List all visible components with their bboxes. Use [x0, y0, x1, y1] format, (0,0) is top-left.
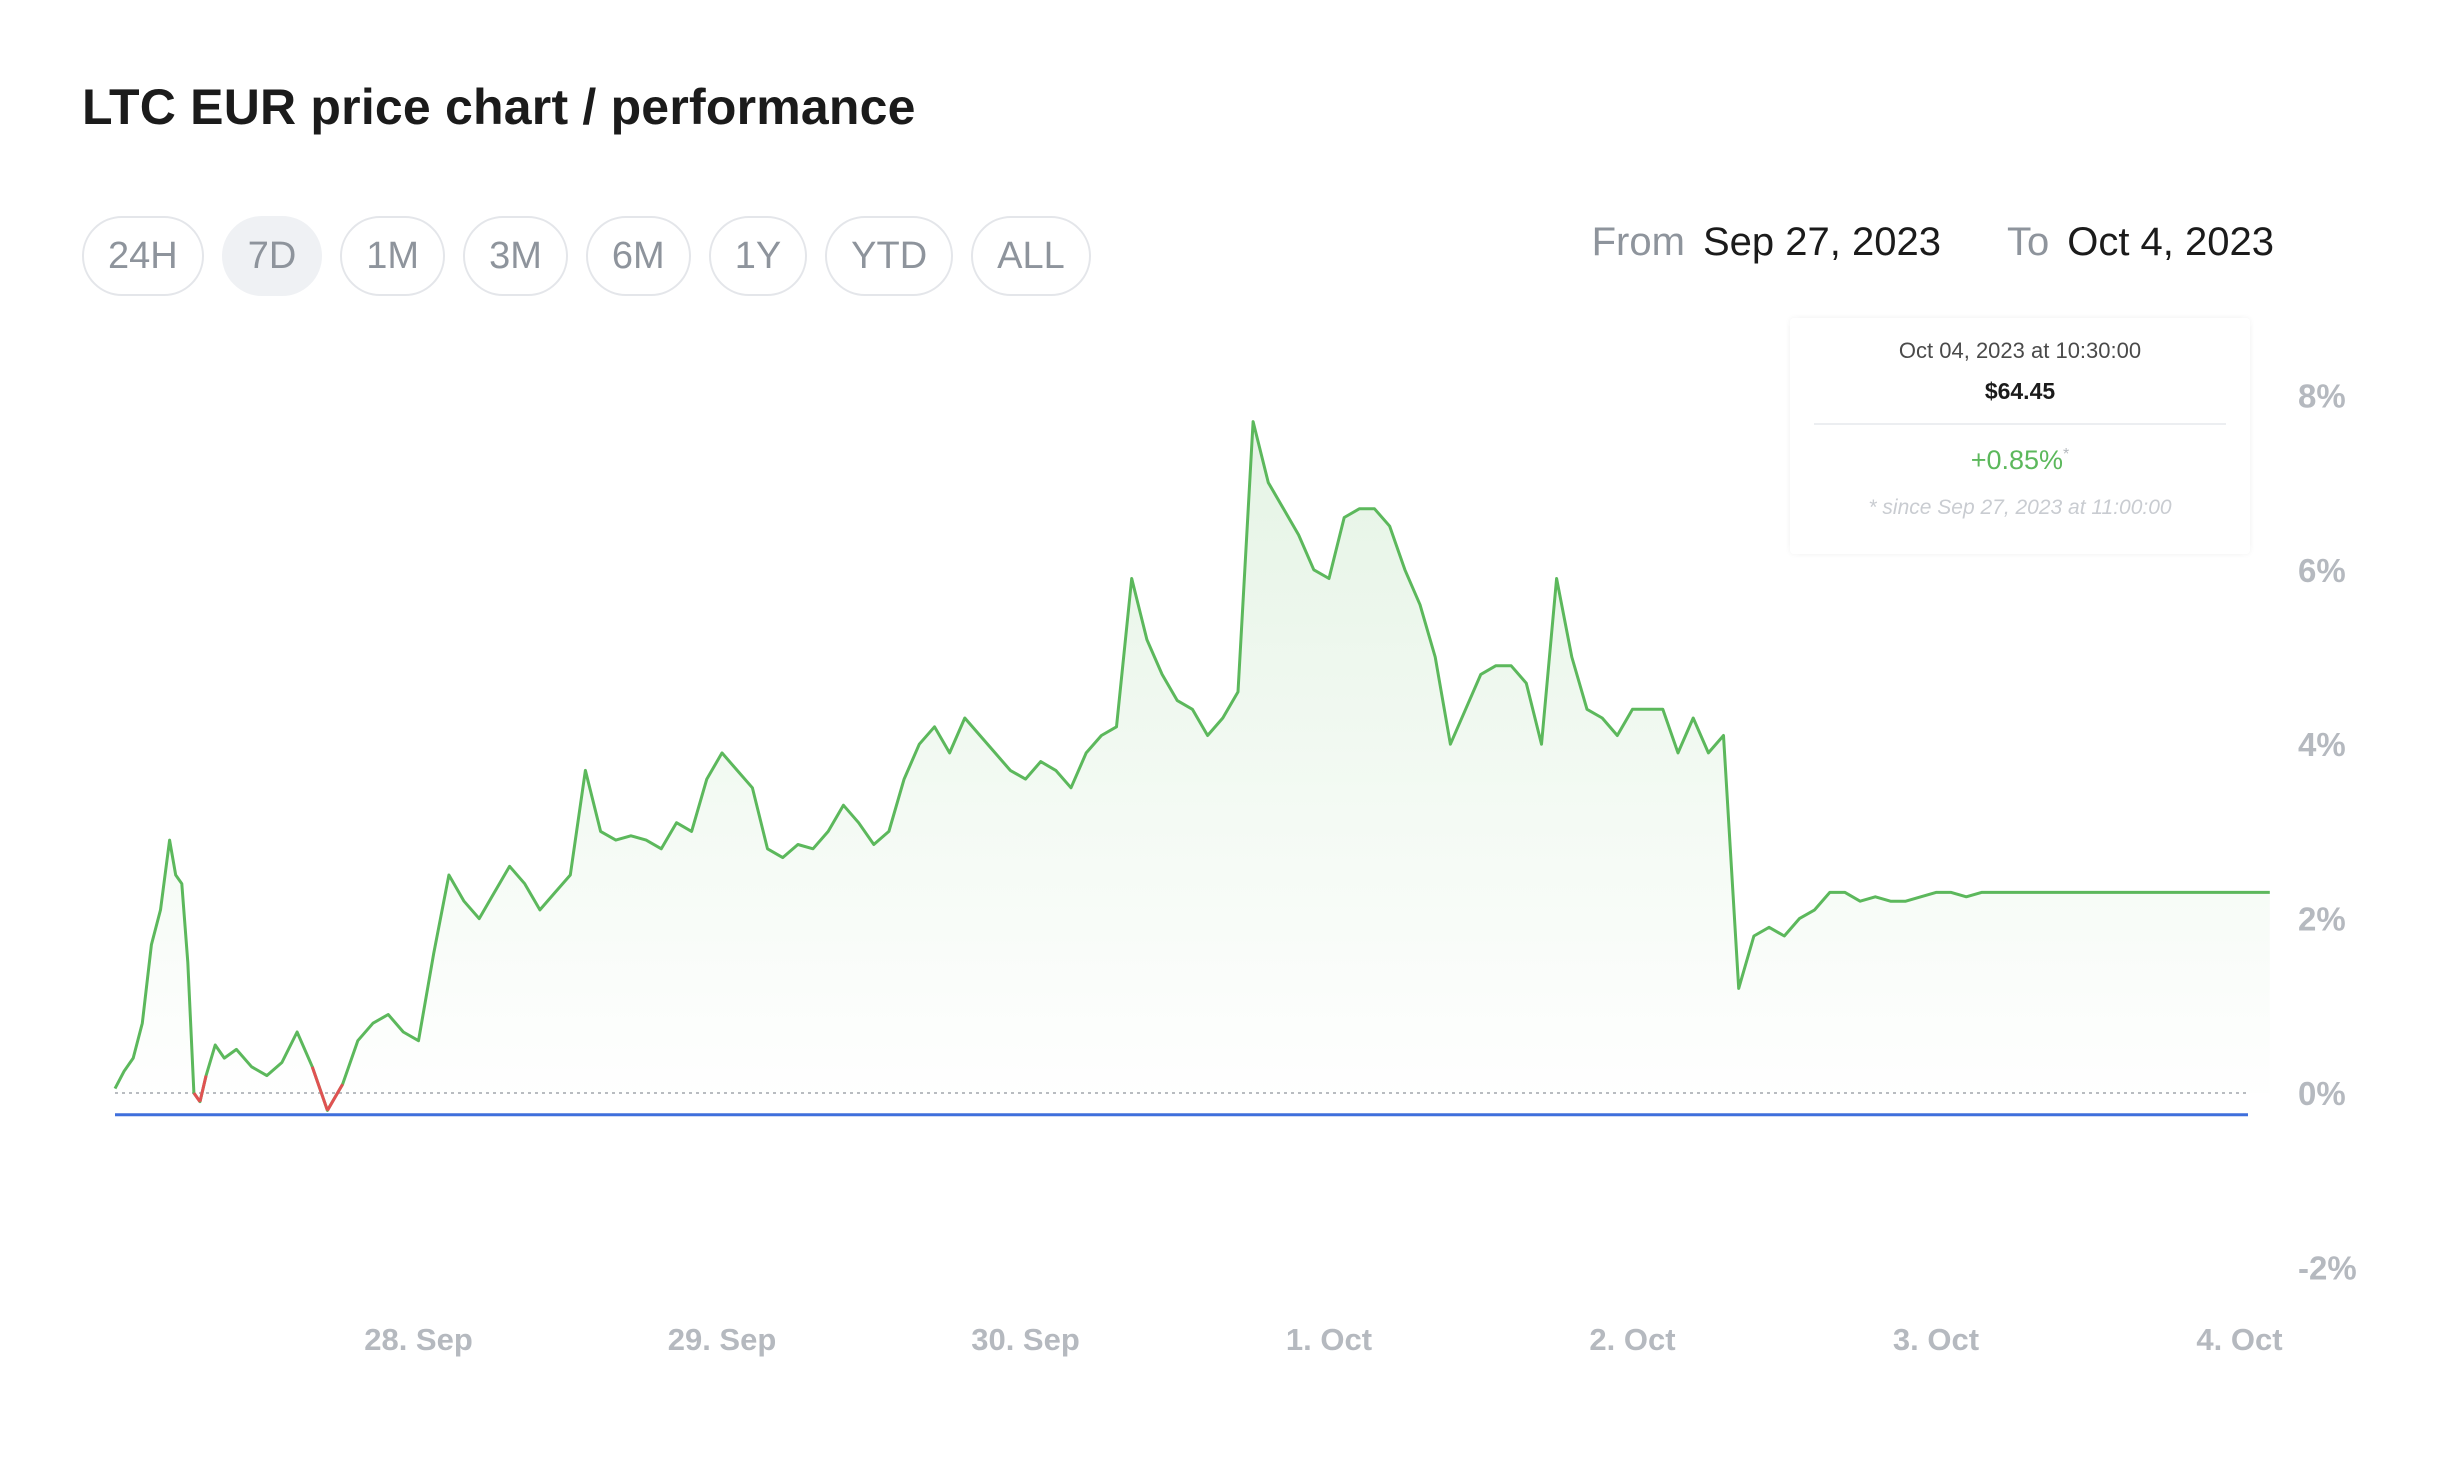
- tooltip-divider: [1814, 423, 2226, 425]
- x-tick-label: 4. Oct: [2196, 1322, 2282, 1357]
- range-button-6m[interactable]: 6M: [585, 216, 691, 296]
- y-tick-label: 0%: [2298, 1075, 2346, 1112]
- from-label: From: [1591, 220, 1685, 264]
- negative-segment: [198, 1075, 208, 1103]
- page-title: LTC EUR price chart / performance: [82, 79, 916, 135]
- y-tick-label: 8%: [2298, 377, 2346, 414]
- range-button-3m[interactable]: 3M: [463, 216, 568, 296]
- range-button-all[interactable]: ALL: [971, 216, 1091, 296]
- tooltip-note: * since Sep 27, 2023 at 11:00:00: [1868, 496, 2172, 519]
- range-button-1y[interactable]: 1Y: [708, 216, 808, 296]
- to-label: To: [2006, 220, 2050, 264]
- range-button-ytd[interactable]: YTD: [825, 216, 954, 296]
- y-tick-label: -2%: [2298, 1249, 2357, 1286]
- negative-segment: [326, 1083, 344, 1112]
- x-tick-label: 1. Oct: [1286, 1322, 1372, 1357]
- negative-segments: [192, 1066, 344, 1112]
- date-range: From Sep 27, 2023 To Oct 4, 2023: [1592, 220, 2274, 265]
- x-tick-label: 30. Sep: [971, 1322, 1080, 1357]
- price-line[interactable]: [113, 420, 2270, 1112]
- chart-tooltip: Oct 04, 2023 at 10:30:00 $64.45 +0.85% * …: [1790, 318, 2250, 554]
- tooltip-datetime: Oct 04, 2023 at 10:30:00: [1898, 338, 2142, 363]
- range-button-24h[interactable]: 24H: [82, 216, 204, 296]
- tooltip-change: +0.85%*: [1790, 445, 2250, 476]
- y-tick-label: 4%: [2298, 726, 2346, 763]
- x-tick-label: 3. Oct: [1893, 1322, 1979, 1357]
- x-axis: 28. Sep 29. Sep 30. Sep 1. Oct 2. Oct 3. Oct 4…: [364, 1322, 2282, 1357]
- price-area-fill: [115, 421, 2270, 1111]
- x-tick-label: 2. Oct: [1589, 1322, 1675, 1357]
- x-tick-label: 28. Sep: [364, 1322, 473, 1357]
- from-date-input[interactable]: Sep 27, 2023: [1702, 220, 1941, 264]
- tooltip-change-marker: *: [2063, 446, 2070, 463]
- tooltip-change-value: +0.85%: [1970, 445, 2064, 475]
- y-tick-label: 2%: [2298, 901, 2346, 938]
- range-button-1m[interactable]: 1M: [340, 216, 446, 296]
- to-date-input[interactable]: Oct 4, 2023: [2067, 220, 2274, 264]
- negative-segment: [310, 1066, 329, 1111]
- x-tick-label: 29. Sep: [668, 1322, 777, 1357]
- y-axis: -2% 0% 2% 4% 6% 8%: [2298, 377, 2357, 1286]
- y-tick-label: 6%: [2298, 552, 2346, 589]
- time-range-selector: 24H 7D 1M 3M 6M 1Y YTD ALL: [82, 216, 1091, 296]
- range-button-7d[interactable]: 7D: [221, 216, 323, 296]
- tooltip-price: $64.45: [1984, 378, 2056, 404]
